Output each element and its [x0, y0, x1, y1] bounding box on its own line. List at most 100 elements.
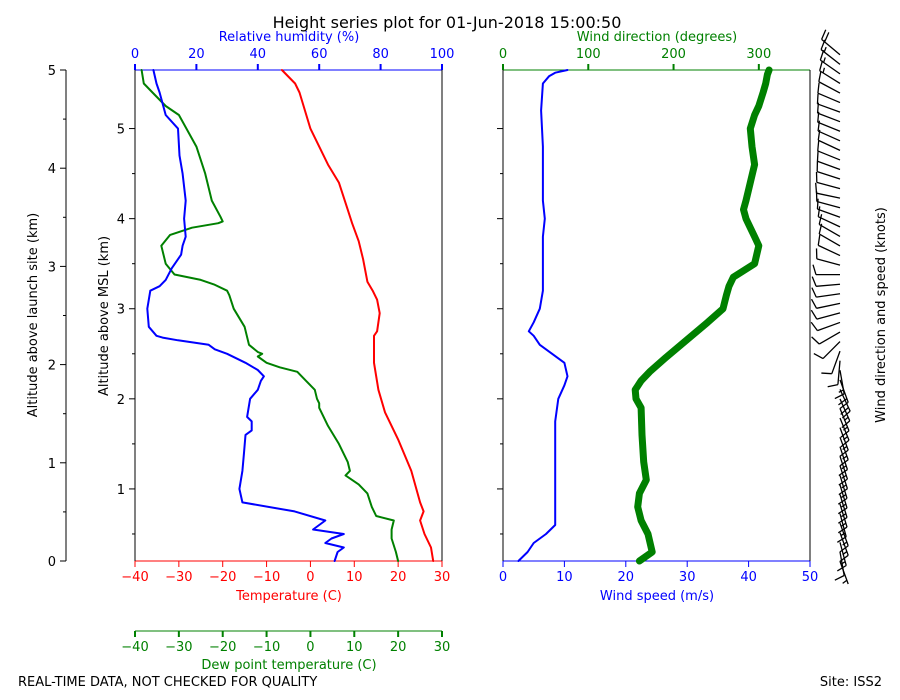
wind-barb-half-feather — [842, 541, 848, 546]
wind-direction-tick-label: 100 — [576, 47, 601, 62]
wind-barb-half-feather — [841, 503, 847, 508]
humidity-tick-label: 60 — [311, 47, 328, 62]
wind-barb-shaft — [817, 139, 841, 151]
left-axis-tick-label: 4 — [48, 162, 56, 177]
left-axis-tick-label: 3 — [48, 260, 56, 275]
wind-barb-feather — [812, 264, 817, 275]
wind-barb-feather — [810, 321, 818, 332]
wind-barb-feather — [818, 214, 823, 225]
wind-barb — [810, 321, 841, 332]
wind-barb-shaft — [831, 350, 841, 374]
wind-barb — [827, 360, 841, 388]
wind-barb-shaft — [818, 81, 841, 94]
wind-barb — [810, 309, 841, 320]
wind-speed-tick-label: 0 — [499, 570, 507, 585]
left-axis-tick-label: 0 — [48, 555, 56, 570]
wind-barb — [811, 276, 841, 287]
wind-barb-shaft — [821, 38, 841, 56]
left-axis-tick-label: 5 — [48, 64, 56, 79]
wind-barb — [818, 71, 841, 94]
wind-barb-shaft — [816, 302, 841, 309]
wind-barb-feather — [837, 497, 848, 505]
wind-barb-half-feather — [842, 551, 848, 556]
wind-barb-feather — [836, 564, 847, 572]
humidity-axis-label: Relative humidity (%) — [219, 30, 360, 45]
wind-barb-feather — [817, 206, 821, 217]
wind-barb-feather — [821, 372, 832, 375]
wind-speed-tick-label: 20 — [618, 570, 635, 585]
wind-barb-shaft — [816, 283, 841, 287]
wind-barb-half-feather — [822, 57, 826, 63]
wind-barb-feather — [821, 29, 827, 40]
wind-direction-tick-label: 0 — [499, 47, 507, 62]
wind-barb-shaft — [817, 130, 841, 142]
wind-barb — [813, 341, 841, 360]
wind-barb-feather — [839, 401, 849, 410]
wind-barb-half-feather — [822, 67, 826, 74]
wind-barb-shaft — [817, 244, 841, 257]
wind-speed-tick-label: 50 — [802, 570, 819, 585]
wind-barb-feather — [816, 93, 819, 104]
wind-barb — [834, 370, 845, 400]
humidity-line — [146, 69, 345, 562]
wind-barb-half-feather — [843, 436, 848, 441]
wind-barb-feather — [837, 516, 848, 524]
wind-barb-feather — [840, 430, 850, 438]
temperature-tick-label: −40 — [121, 570, 148, 585]
dewpoint-tick-label: −40 — [121, 640, 148, 655]
temperature-tick-label: −30 — [165, 570, 192, 585]
wind-barb-feather — [840, 439, 850, 448]
wind-barb — [821, 29, 841, 56]
wind-barb-feather — [840, 407, 849, 415]
wind-barb — [834, 551, 845, 581]
wind-barb-feather — [817, 140, 820, 152]
dewpoint-tick-label: 20 — [390, 640, 407, 655]
temperature-tick-label: 20 — [390, 570, 407, 585]
dewpoint-tick-label: 30 — [434, 640, 451, 655]
wind-barb-half-feather — [841, 484, 847, 489]
wind-barb — [815, 248, 841, 266]
wind-barb-shaft — [820, 49, 841, 65]
wind-barb-feather — [841, 420, 851, 429]
wind-barb-feather — [817, 234, 821, 246]
wind-barb-shaft — [816, 171, 841, 180]
humidity-tick-label: 0 — [131, 47, 139, 62]
dewpoint-tick-label: −20 — [209, 640, 236, 655]
left-axis-tick-label: 2 — [48, 359, 56, 374]
wind-barb-shaft — [818, 331, 841, 345]
humidity-tick-label: 100 — [430, 47, 455, 62]
dewpoint-tick-label: 0 — [306, 640, 314, 655]
wind-barb-half-feather — [841, 465, 847, 470]
wind-barb-shaft — [837, 360, 841, 385]
wind-direction-tick-label: 200 — [661, 47, 686, 62]
temperature-tick-label: −20 — [209, 570, 236, 585]
wind-direction-line — [631, 66, 773, 565]
wind-barb-feather — [816, 150, 819, 162]
wind-barb-half-feather — [840, 561, 846, 565]
wind-barb-feather — [817, 82, 820, 94]
wind-barb-feather — [819, 60, 824, 71]
wind-barb-shaft — [817, 150, 841, 161]
wind-barb-feather — [837, 507, 848, 515]
wind-barb — [819, 60, 841, 85]
wind-barb-feather — [839, 545, 849, 553]
wind-barb-feather — [827, 383, 839, 388]
inner-axis-tick-label: 1 — [117, 483, 125, 498]
wind-barb-feather — [816, 198, 819, 210]
wind-barb-half-feather — [841, 474, 847, 479]
wind-barb-feather — [813, 353, 824, 360]
wind-direction-axis-label: Wind direction (degrees) — [577, 30, 737, 45]
wind-barb-feather — [838, 488, 848, 496]
wind-barb-shaft — [817, 103, 841, 113]
wind-barb — [815, 182, 841, 199]
humidity-tick-label: 20 — [188, 47, 205, 62]
wind-barb — [815, 171, 841, 190]
inner-axis-tick-label: 2 — [117, 393, 125, 408]
wind-barb-feather — [838, 398, 848, 406]
wind-barb-half-feather — [841, 522, 847, 527]
wind-direction-tick-label: 300 — [746, 47, 771, 62]
inner-axis-tick-label: 5 — [117, 123, 125, 138]
wind-barb-feather — [839, 554, 849, 563]
wind-barb — [817, 140, 841, 161]
